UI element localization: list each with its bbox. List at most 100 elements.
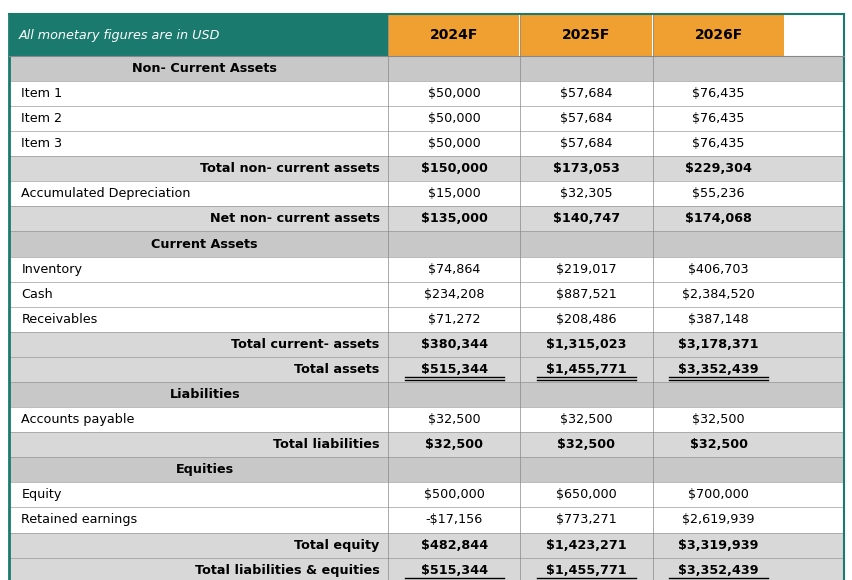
Text: Cash: Cash xyxy=(21,288,53,300)
Text: $2,619,939: $2,619,939 xyxy=(682,513,754,527)
FancyBboxPatch shape xyxy=(9,457,843,483)
Text: $773,271: $773,271 xyxy=(556,513,616,527)
Text: 2025F: 2025F xyxy=(561,28,610,42)
Text: $482,844: $482,844 xyxy=(420,539,487,552)
Text: $234,208: $234,208 xyxy=(423,288,484,300)
Text: Receivables: Receivables xyxy=(21,313,98,326)
Text: $32,500: $32,500 xyxy=(425,438,482,451)
Text: $32,500: $32,500 xyxy=(560,413,612,426)
Text: Total liabilities: Total liabilities xyxy=(273,438,379,451)
FancyBboxPatch shape xyxy=(9,382,843,407)
Text: $57,684: $57,684 xyxy=(560,112,612,125)
Text: Item 3: Item 3 xyxy=(21,137,62,150)
FancyBboxPatch shape xyxy=(9,131,843,156)
FancyBboxPatch shape xyxy=(9,532,843,557)
Text: $50,000: $50,000 xyxy=(428,112,480,125)
Text: Total current- assets: Total current- assets xyxy=(231,338,379,351)
Text: $1,315,023: $1,315,023 xyxy=(545,338,626,351)
Text: $3,178,371: $3,178,371 xyxy=(677,338,758,351)
Text: $50,000: $50,000 xyxy=(428,137,480,150)
Text: 2024F: 2024F xyxy=(429,28,478,42)
Text: $700,000: $700,000 xyxy=(688,488,748,502)
Text: $76,435: $76,435 xyxy=(692,112,744,125)
Text: Inventory: Inventory xyxy=(21,263,83,276)
Text: Current Assets: Current Assets xyxy=(152,238,257,251)
Text: $500,000: $500,000 xyxy=(423,488,484,502)
Text: $57,684: $57,684 xyxy=(560,137,612,150)
Text: Non- Current Assets: Non- Current Assets xyxy=(132,62,277,75)
Text: $74,864: $74,864 xyxy=(428,263,480,276)
Text: Equity: Equity xyxy=(21,488,61,502)
Text: Total liabilities & equities: Total liabilities & equities xyxy=(194,564,379,577)
Text: $71,272: $71,272 xyxy=(428,313,480,326)
Text: Accounts payable: Accounts payable xyxy=(21,413,135,426)
FancyBboxPatch shape xyxy=(9,282,843,307)
FancyBboxPatch shape xyxy=(9,557,843,580)
Text: Item 2: Item 2 xyxy=(21,112,62,125)
Text: $76,435: $76,435 xyxy=(692,87,744,100)
Text: Item 1: Item 1 xyxy=(21,87,62,100)
Text: $387,148: $387,148 xyxy=(688,313,748,326)
Text: $515,344: $515,344 xyxy=(420,363,487,376)
FancyBboxPatch shape xyxy=(388,14,519,56)
Text: $229,304: $229,304 xyxy=(684,162,751,175)
Text: Total assets: Total assets xyxy=(294,363,379,376)
Text: $380,344: $380,344 xyxy=(420,338,487,351)
FancyBboxPatch shape xyxy=(520,14,651,56)
Text: $32,500: $32,500 xyxy=(557,438,614,451)
FancyBboxPatch shape xyxy=(9,483,843,508)
Text: $140,747: $140,747 xyxy=(552,212,619,226)
Text: $55,236: $55,236 xyxy=(692,187,744,200)
FancyBboxPatch shape xyxy=(9,14,388,56)
FancyBboxPatch shape xyxy=(9,56,843,81)
FancyBboxPatch shape xyxy=(9,432,843,457)
FancyBboxPatch shape xyxy=(9,182,843,206)
Text: $3,319,939: $3,319,939 xyxy=(677,539,758,552)
Text: Equities: Equities xyxy=(176,463,233,476)
FancyBboxPatch shape xyxy=(9,307,843,332)
Text: $3,352,439: $3,352,439 xyxy=(677,564,758,577)
FancyBboxPatch shape xyxy=(9,508,843,532)
Text: $76,435: $76,435 xyxy=(692,137,744,150)
FancyBboxPatch shape xyxy=(9,256,843,282)
Text: $173,053: $173,053 xyxy=(552,162,619,175)
FancyBboxPatch shape xyxy=(9,407,843,432)
Text: All monetary figures are in USD: All monetary figures are in USD xyxy=(19,28,220,42)
Text: $219,017: $219,017 xyxy=(556,263,616,276)
Text: Net non- current assets: Net non- current assets xyxy=(210,212,379,226)
Text: $57,684: $57,684 xyxy=(560,87,612,100)
Text: -$17,156: -$17,156 xyxy=(425,513,482,527)
FancyBboxPatch shape xyxy=(9,332,843,357)
Text: $32,500: $32,500 xyxy=(428,413,480,426)
Text: $887,521: $887,521 xyxy=(556,288,616,300)
Text: $150,000: $150,000 xyxy=(420,162,487,175)
Text: $406,703: $406,703 xyxy=(688,263,748,276)
Text: Retained earnings: Retained earnings xyxy=(21,513,137,527)
FancyBboxPatch shape xyxy=(9,81,843,106)
FancyBboxPatch shape xyxy=(9,231,843,256)
Text: $208,486: $208,486 xyxy=(556,313,616,326)
Text: $15,000: $15,000 xyxy=(428,187,480,200)
Text: $1,455,771: $1,455,771 xyxy=(545,363,626,376)
FancyBboxPatch shape xyxy=(9,106,843,131)
FancyBboxPatch shape xyxy=(9,206,843,231)
Text: $50,000: $50,000 xyxy=(428,87,480,100)
Text: $1,423,271: $1,423,271 xyxy=(545,539,626,552)
Text: Accumulated Depreciation: Accumulated Depreciation xyxy=(21,187,191,200)
Text: $32,500: $32,500 xyxy=(692,413,744,426)
Text: $32,305: $32,305 xyxy=(560,187,612,200)
Text: $3,352,439: $3,352,439 xyxy=(677,363,758,376)
Text: 2026F: 2026F xyxy=(694,28,742,42)
FancyBboxPatch shape xyxy=(652,14,783,56)
Text: Total non- current assets: Total non- current assets xyxy=(199,162,379,175)
Text: $515,344: $515,344 xyxy=(420,564,487,577)
Text: Total equity: Total equity xyxy=(294,539,379,552)
Text: $2,384,520: $2,384,520 xyxy=(682,288,754,300)
Text: $32,500: $32,500 xyxy=(689,438,746,451)
Text: Liabilities: Liabilities xyxy=(170,388,239,401)
Text: $650,000: $650,000 xyxy=(556,488,616,502)
FancyBboxPatch shape xyxy=(9,156,843,182)
FancyBboxPatch shape xyxy=(9,357,843,382)
Text: $1,455,771: $1,455,771 xyxy=(545,564,626,577)
Text: $135,000: $135,000 xyxy=(420,212,487,226)
